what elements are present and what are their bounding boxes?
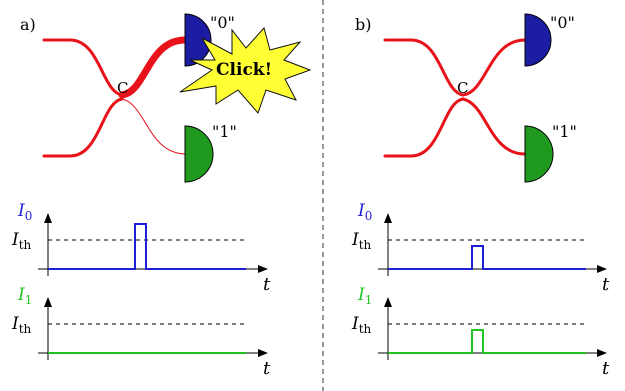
panel-b-I0-threshold-symbol: Ith [351, 230, 372, 252]
panel-b-output-to-detector1 [461, 97, 527, 156]
panel-b-input-upper [383, 38, 465, 97]
panel-b-I1-sub: 1 [365, 293, 373, 307]
panel-a-I0-threshold-symbol: Ith [11, 230, 32, 252]
panel-b-I1-symbol: I1 [357, 285, 372, 307]
panel-a-signal-I1: I1 Ith t [11, 285, 271, 379]
panel-a-I0-time-arrow [258, 265, 268, 273]
panel-a-detector1 [184, 125, 214, 183]
panel-a-letter: a) [20, 15, 36, 34]
panel-b-letter: b) [355, 15, 371, 34]
panel-b: b) C "0" "1" I0 Ith t [351, 13, 610, 379]
panel-a-signal-I0: I0 Ith t [11, 201, 271, 295]
panel-b-I0-th-sym: I [351, 230, 359, 250]
panel-a-detector0 [184, 13, 212, 67]
panel-b-I1-th-sub: th [359, 322, 372, 336]
panel-a-output-to-detector0 [118, 36, 189, 99]
panel-b-input-lower [383, 97, 465, 158]
panel-b-I0-trace [388, 245, 586, 270]
panel-b-I1-threshold-symbol: Ith [351, 314, 372, 336]
panel-a-I1-symbol: I1 [17, 285, 32, 307]
panel-b-I0-sub: 0 [365, 209, 373, 223]
panel-b-I0-time-arrow [597, 265, 607, 273]
panel-a-I1-value-arrow [44, 297, 52, 307]
panel-b-waveguides [383, 38, 527, 158]
panel-a-I0-sym: I [17, 201, 25, 221]
panel-b-detector0-label: "0" [550, 13, 575, 32]
panel-b-I0-value-arrow [384, 213, 392, 223]
panel-a-I0-value-arrow [44, 213, 52, 223]
panel-a-I1-sub: 1 [25, 293, 33, 307]
panel-a-input-upper [42, 38, 124, 97]
panel-b-I0-symbol: I0 [357, 201, 372, 223]
panel-a-coupler-label: C [117, 79, 128, 97]
panel-b-I0-th-sub: th [359, 238, 372, 252]
panel-a-I1-time-arrow [258, 349, 268, 357]
panel-b-output-to-detector0 [461, 38, 527, 97]
panel-b-signal-I1: I1 Ith t [351, 285, 610, 379]
panel-a-detector1-label: "1" [212, 122, 237, 141]
panel-b-coupler-label: C [457, 79, 468, 97]
panel-a-I0-axis-label: t [263, 274, 271, 295]
panel-a-I1-th-sub: th [19, 322, 32, 336]
panel-a-input-lower [42, 97, 124, 158]
panel-b-I1-trace [388, 329, 586, 354]
panel-b-detector0 [524, 13, 552, 67]
panel-a-I0-sub: 0 [25, 209, 33, 223]
panel-b-I1-th-sym: I [351, 314, 359, 334]
panel-a-I0-th-sym: I [11, 230, 19, 250]
panel-a-I1-sym: I [17, 285, 25, 305]
panel-a-I0-symbol: I0 [17, 201, 32, 223]
panel-a-I0-trace [48, 223, 246, 270]
panel-a-I0-th-sub: th [19, 238, 32, 252]
panel-b-I1-axis-label: t [602, 358, 610, 379]
panel-b-I1-sym: I [357, 285, 365, 305]
panel-a-waveguides [42, 36, 189, 158]
panel-a-I1-th-sym: I [11, 314, 19, 334]
panel-b-I0-axis-label: t [602, 274, 610, 295]
panel-b-detector1-label: "1" [552, 122, 577, 141]
panel-b-I1-value-arrow [384, 297, 392, 307]
panel-b-detector1 [524, 125, 554, 183]
panel-a-detector0-label: "0" [210, 13, 235, 32]
panel-b-signal-I0: I0 Ith t [351, 201, 610, 295]
panel-b-I1-time-arrow [597, 349, 607, 357]
click-burst-label: Click! [216, 60, 272, 80]
panel-a-I1-axis-label: t [263, 358, 271, 379]
panel-a-output-to-detector1 [121, 98, 187, 155]
panel-b-I0-sym: I [357, 201, 365, 221]
panel-a: a) C "0" "1" Click! I0 Ith t [11, 13, 312, 379]
click-burst [179, 26, 312, 114]
panel-a-I1-threshold-symbol: Ith [11, 314, 32, 336]
